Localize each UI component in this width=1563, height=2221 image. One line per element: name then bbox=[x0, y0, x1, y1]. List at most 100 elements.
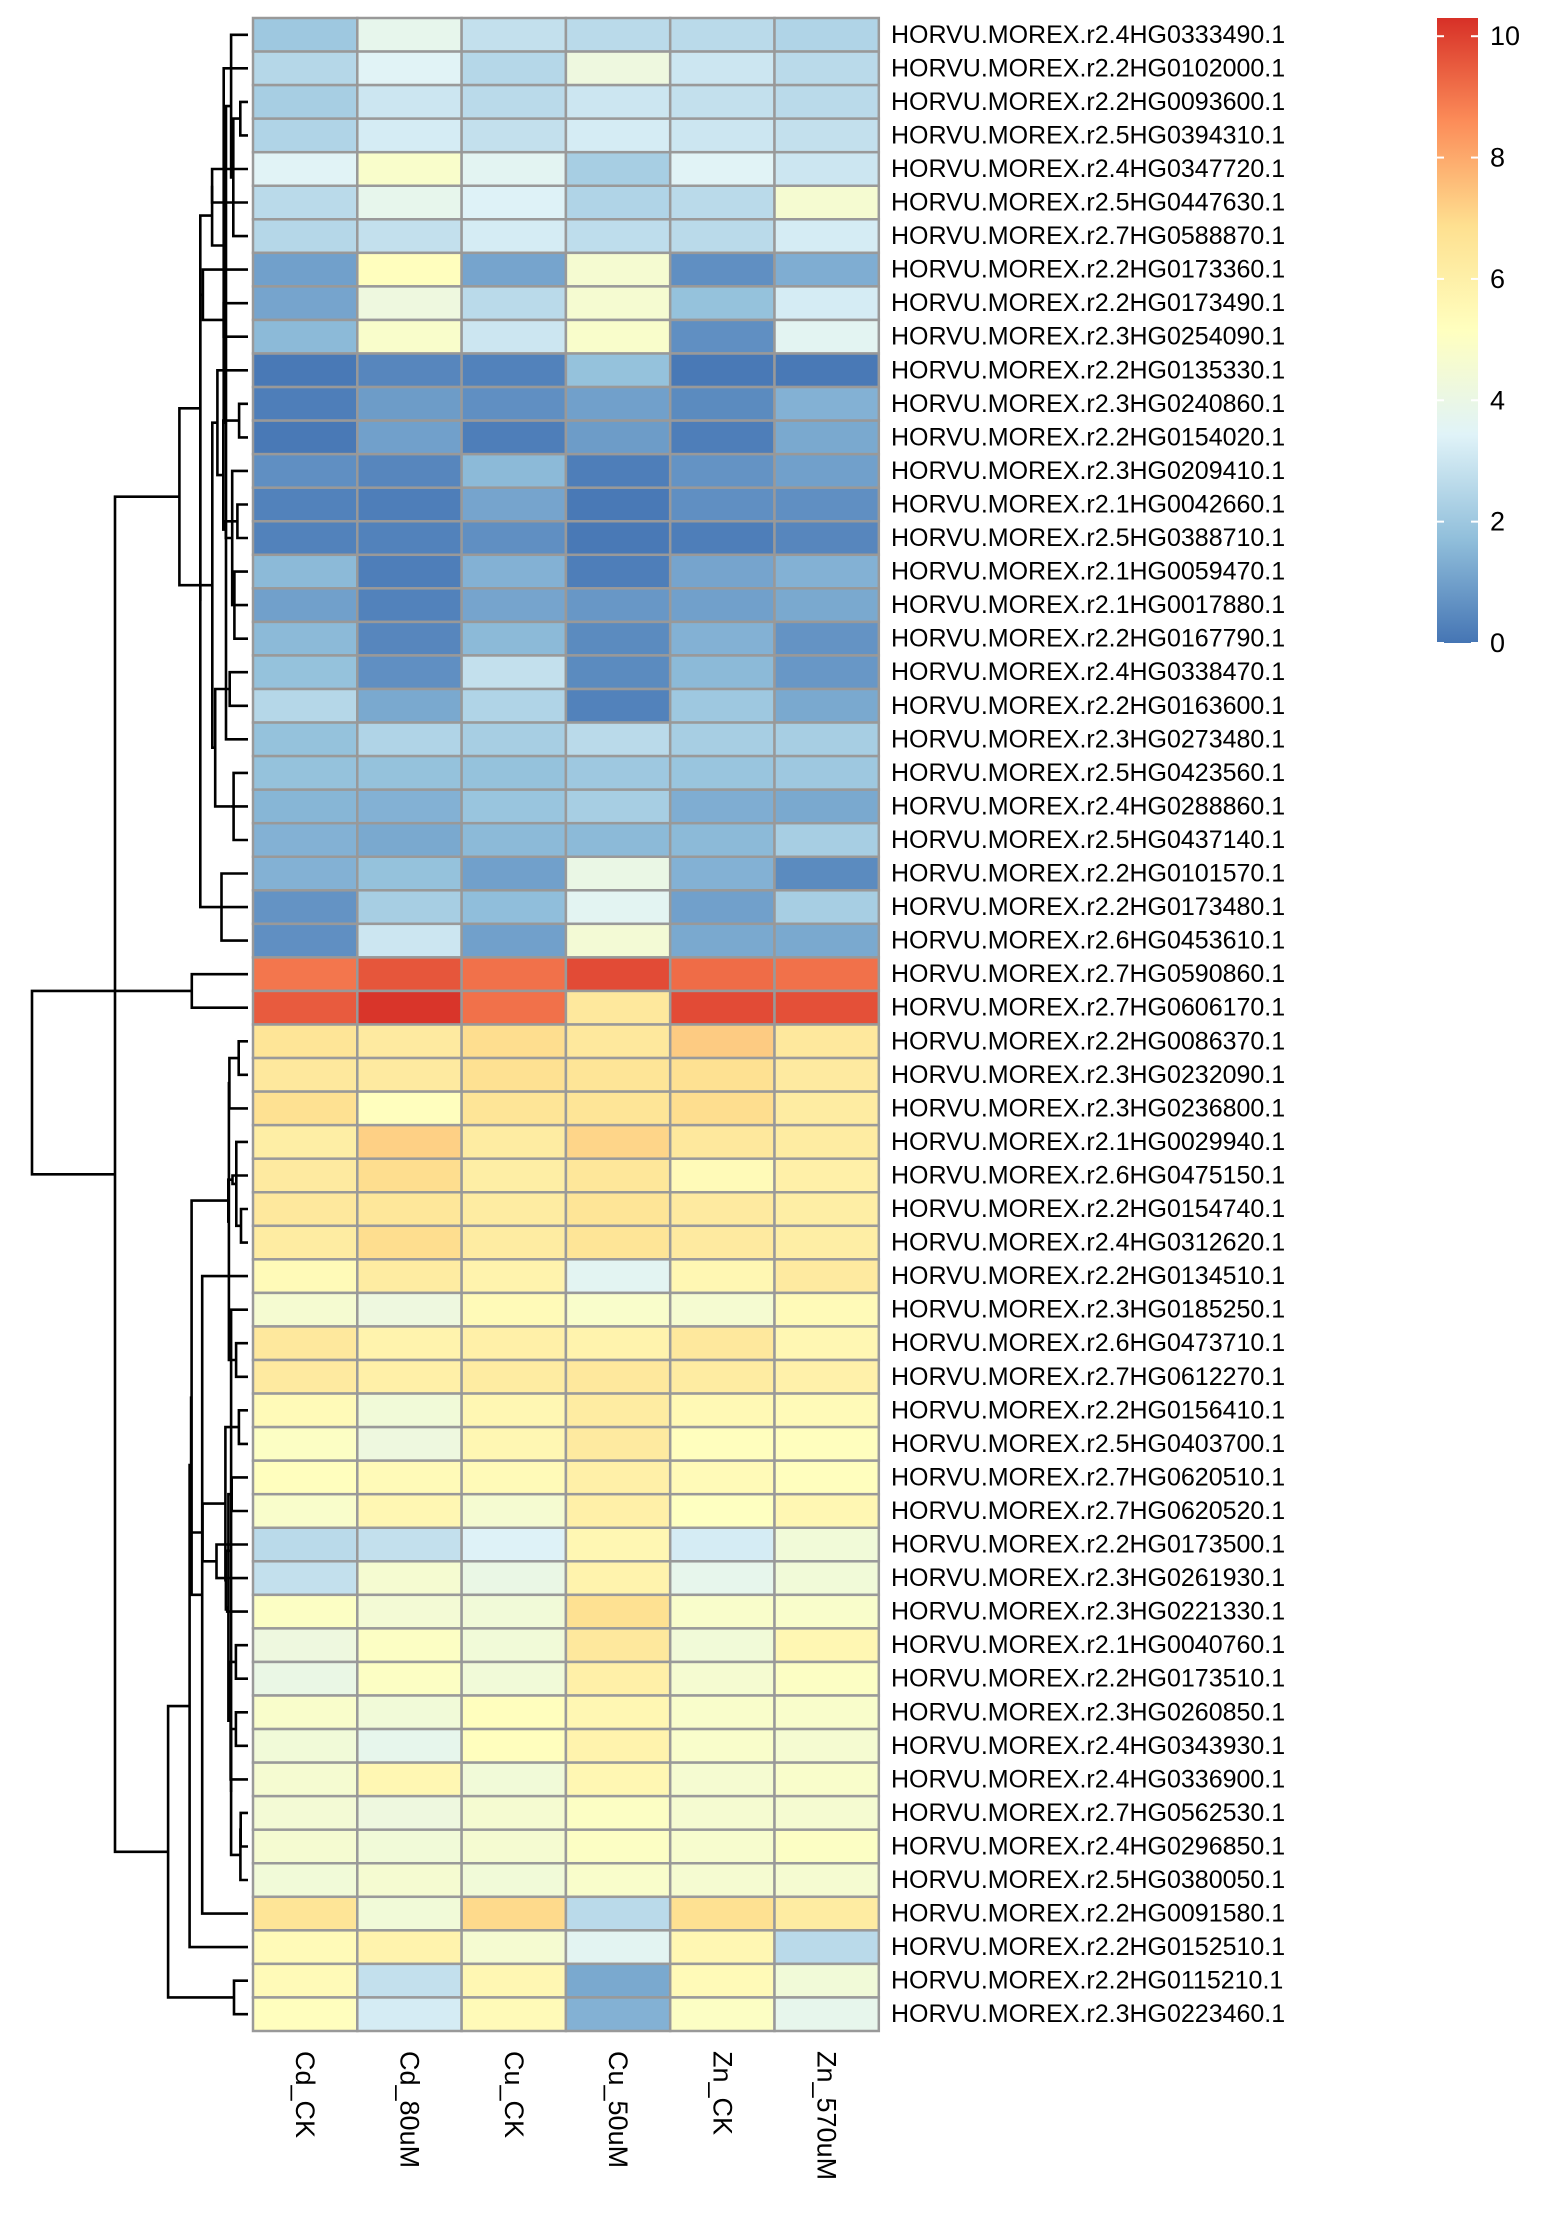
heatmap-cell bbox=[356, 721, 463, 758]
heatmap-cell bbox=[460, 1358, 568, 1395]
heatmap-cell bbox=[773, 1962, 881, 1999]
heatmap-cell bbox=[564, 1794, 672, 1831]
heatmap-cell bbox=[251, 1224, 359, 1261]
heatmap-cell bbox=[668, 587, 776, 624]
heatmap-cell bbox=[773, 1694, 881, 1731]
heatmap-cell bbox=[251, 1929, 359, 1966]
heatmap-cell bbox=[460, 150, 568, 187]
heatmap-cell bbox=[564, 285, 672, 322]
heatmap-cell bbox=[564, 1996, 672, 2033]
heatmap-cell bbox=[773, 1593, 881, 1630]
row-label: HORVU.MOREX.r2.7HG0606170.1 bbox=[891, 994, 1285, 1022]
heatmap-cell bbox=[773, 1862, 881, 1899]
heatmap-cell bbox=[356, 1526, 463, 1563]
dendrogram-branch bbox=[222, 301, 248, 338]
heatmap-cell bbox=[773, 1090, 881, 1127]
heatmap-cell bbox=[564, 1191, 672, 1228]
heatmap-cell bbox=[668, 1694, 776, 1731]
heatmap-cell bbox=[460, 687, 568, 724]
heatmap-cell bbox=[668, 452, 776, 489]
heatmap-cell bbox=[251, 654, 359, 691]
dendrogram-branch bbox=[236, 503, 248, 540]
heatmap-cell bbox=[564, 83, 672, 120]
heatmap-cell bbox=[251, 1727, 359, 1764]
heatmap-cell bbox=[251, 16, 359, 53]
heatmap-cell bbox=[773, 1325, 881, 1362]
heatmap-cell bbox=[251, 620, 359, 657]
column-label: Zn_570uM bbox=[812, 2051, 842, 2180]
heatmap-cell bbox=[773, 1492, 881, 1529]
dendrogram-branch bbox=[230, 1476, 248, 1513]
heatmap-cell bbox=[668, 1828, 776, 1865]
heatmap-cell bbox=[460, 821, 568, 859]
heatmap-cell bbox=[356, 520, 463, 557]
color-legend: 0 2 4 6 8 10 bbox=[1437, 18, 1520, 658]
heatmap-cell bbox=[356, 285, 463, 322]
heatmap-cell bbox=[668, 16, 776, 53]
heatmap-cell bbox=[251, 218, 359, 255]
heatmap-cell bbox=[773, 1023, 881, 1060]
heatmap-cell bbox=[356, 1157, 463, 1194]
heatmap-cell bbox=[356, 1392, 463, 1429]
heatmap-cell bbox=[668, 486, 776, 523]
heatmap-cell bbox=[773, 520, 881, 557]
heatmap-cell bbox=[251, 956, 359, 993]
dendrogram-branch bbox=[229, 1727, 241, 1857]
heatmap-cell bbox=[564, 486, 672, 523]
heatmap-cell bbox=[564, 1660, 672, 1697]
heatmap-cell bbox=[460, 1895, 568, 1932]
heatmap-cell bbox=[773, 587, 881, 624]
heatmap-cell bbox=[564, 1492, 672, 1529]
heatmap-cell bbox=[668, 50, 776, 87]
heatmap-cell bbox=[460, 50, 568, 87]
heatmap-cell bbox=[251, 1459, 359, 1496]
heatmap-cell bbox=[668, 1425, 776, 1462]
heatmap-cell bbox=[460, 1258, 568, 1295]
heatmap-cell bbox=[251, 285, 359, 322]
heatmap-cell bbox=[460, 218, 568, 255]
legend-tick-label: 0 bbox=[1490, 628, 1505, 658]
heatmap-cell bbox=[668, 83, 776, 120]
heatmap-cell bbox=[668, 1727, 776, 1764]
row-label: HORVU.MOREX.r2.7HG0590860.1 bbox=[891, 960, 1285, 988]
heatmap-cell bbox=[564, 1895, 672, 1932]
heatmap-cell bbox=[356, 654, 463, 691]
dendrogram-branch bbox=[216, 369, 248, 477]
heatmap-cell bbox=[356, 1929, 463, 1966]
row-label: HORVU.MOREX.r2.4HG0343930.1 bbox=[891, 1732, 1285, 1760]
heatmap-cell bbox=[251, 150, 359, 187]
heatmap-cell bbox=[460, 587, 568, 624]
heatmap-cell bbox=[668, 1660, 776, 1697]
heatmap-cell bbox=[460, 1123, 568, 1160]
heatmap-cell bbox=[564, 1459, 672, 1496]
heatmap-cell bbox=[356, 184, 463, 221]
heatmap-cell bbox=[356, 553, 463, 590]
heatmap-cell bbox=[668, 1358, 776, 1395]
dendrogram-branch bbox=[239, 1207, 248, 1244]
heatmap-cell bbox=[668, 1526, 776, 1563]
row-labels: HORVU.MOREX.r2.4HG0333490.1 HORVU.MOREX.r… bbox=[891, 21, 1285, 2028]
heatmap-cell bbox=[356, 855, 463, 892]
heatmap-cell bbox=[773, 385, 881, 422]
heatmap-cell bbox=[773, 1258, 881, 1295]
legend-tick-label: 2 bbox=[1490, 507, 1505, 537]
heatmap-cell bbox=[460, 1492, 568, 1529]
heatmap-cell bbox=[356, 1224, 463, 1261]
row-label: HORVU.MOREX.r2.2HG0167790.1 bbox=[891, 625, 1285, 653]
row-label: HORVU.MOREX.r2.5HG0423560.1 bbox=[891, 759, 1285, 787]
dendrogram-branch bbox=[231, 1174, 248, 1186]
heatmap-cell bbox=[773, 50, 881, 87]
row-label: HORVU.MOREX.r2.7HG0620510.1 bbox=[891, 1463, 1285, 1491]
heatmap-cell bbox=[564, 520, 672, 557]
heatmap-cell bbox=[668, 1258, 776, 1295]
heatmap-cell bbox=[460, 486, 568, 523]
heatmap-cell bbox=[251, 1358, 359, 1395]
heatmap-cell bbox=[773, 486, 881, 523]
heatmap-cell bbox=[668, 1392, 776, 1429]
row-dendrogram bbox=[30, 33, 248, 2016]
heatmap-cell bbox=[773, 687, 881, 724]
heatmap-cell bbox=[564, 1727, 672, 1764]
heatmap-cell bbox=[460, 1157, 568, 1194]
heatmap-cell bbox=[460, 855, 568, 892]
heatmap-cell bbox=[564, 855, 672, 892]
